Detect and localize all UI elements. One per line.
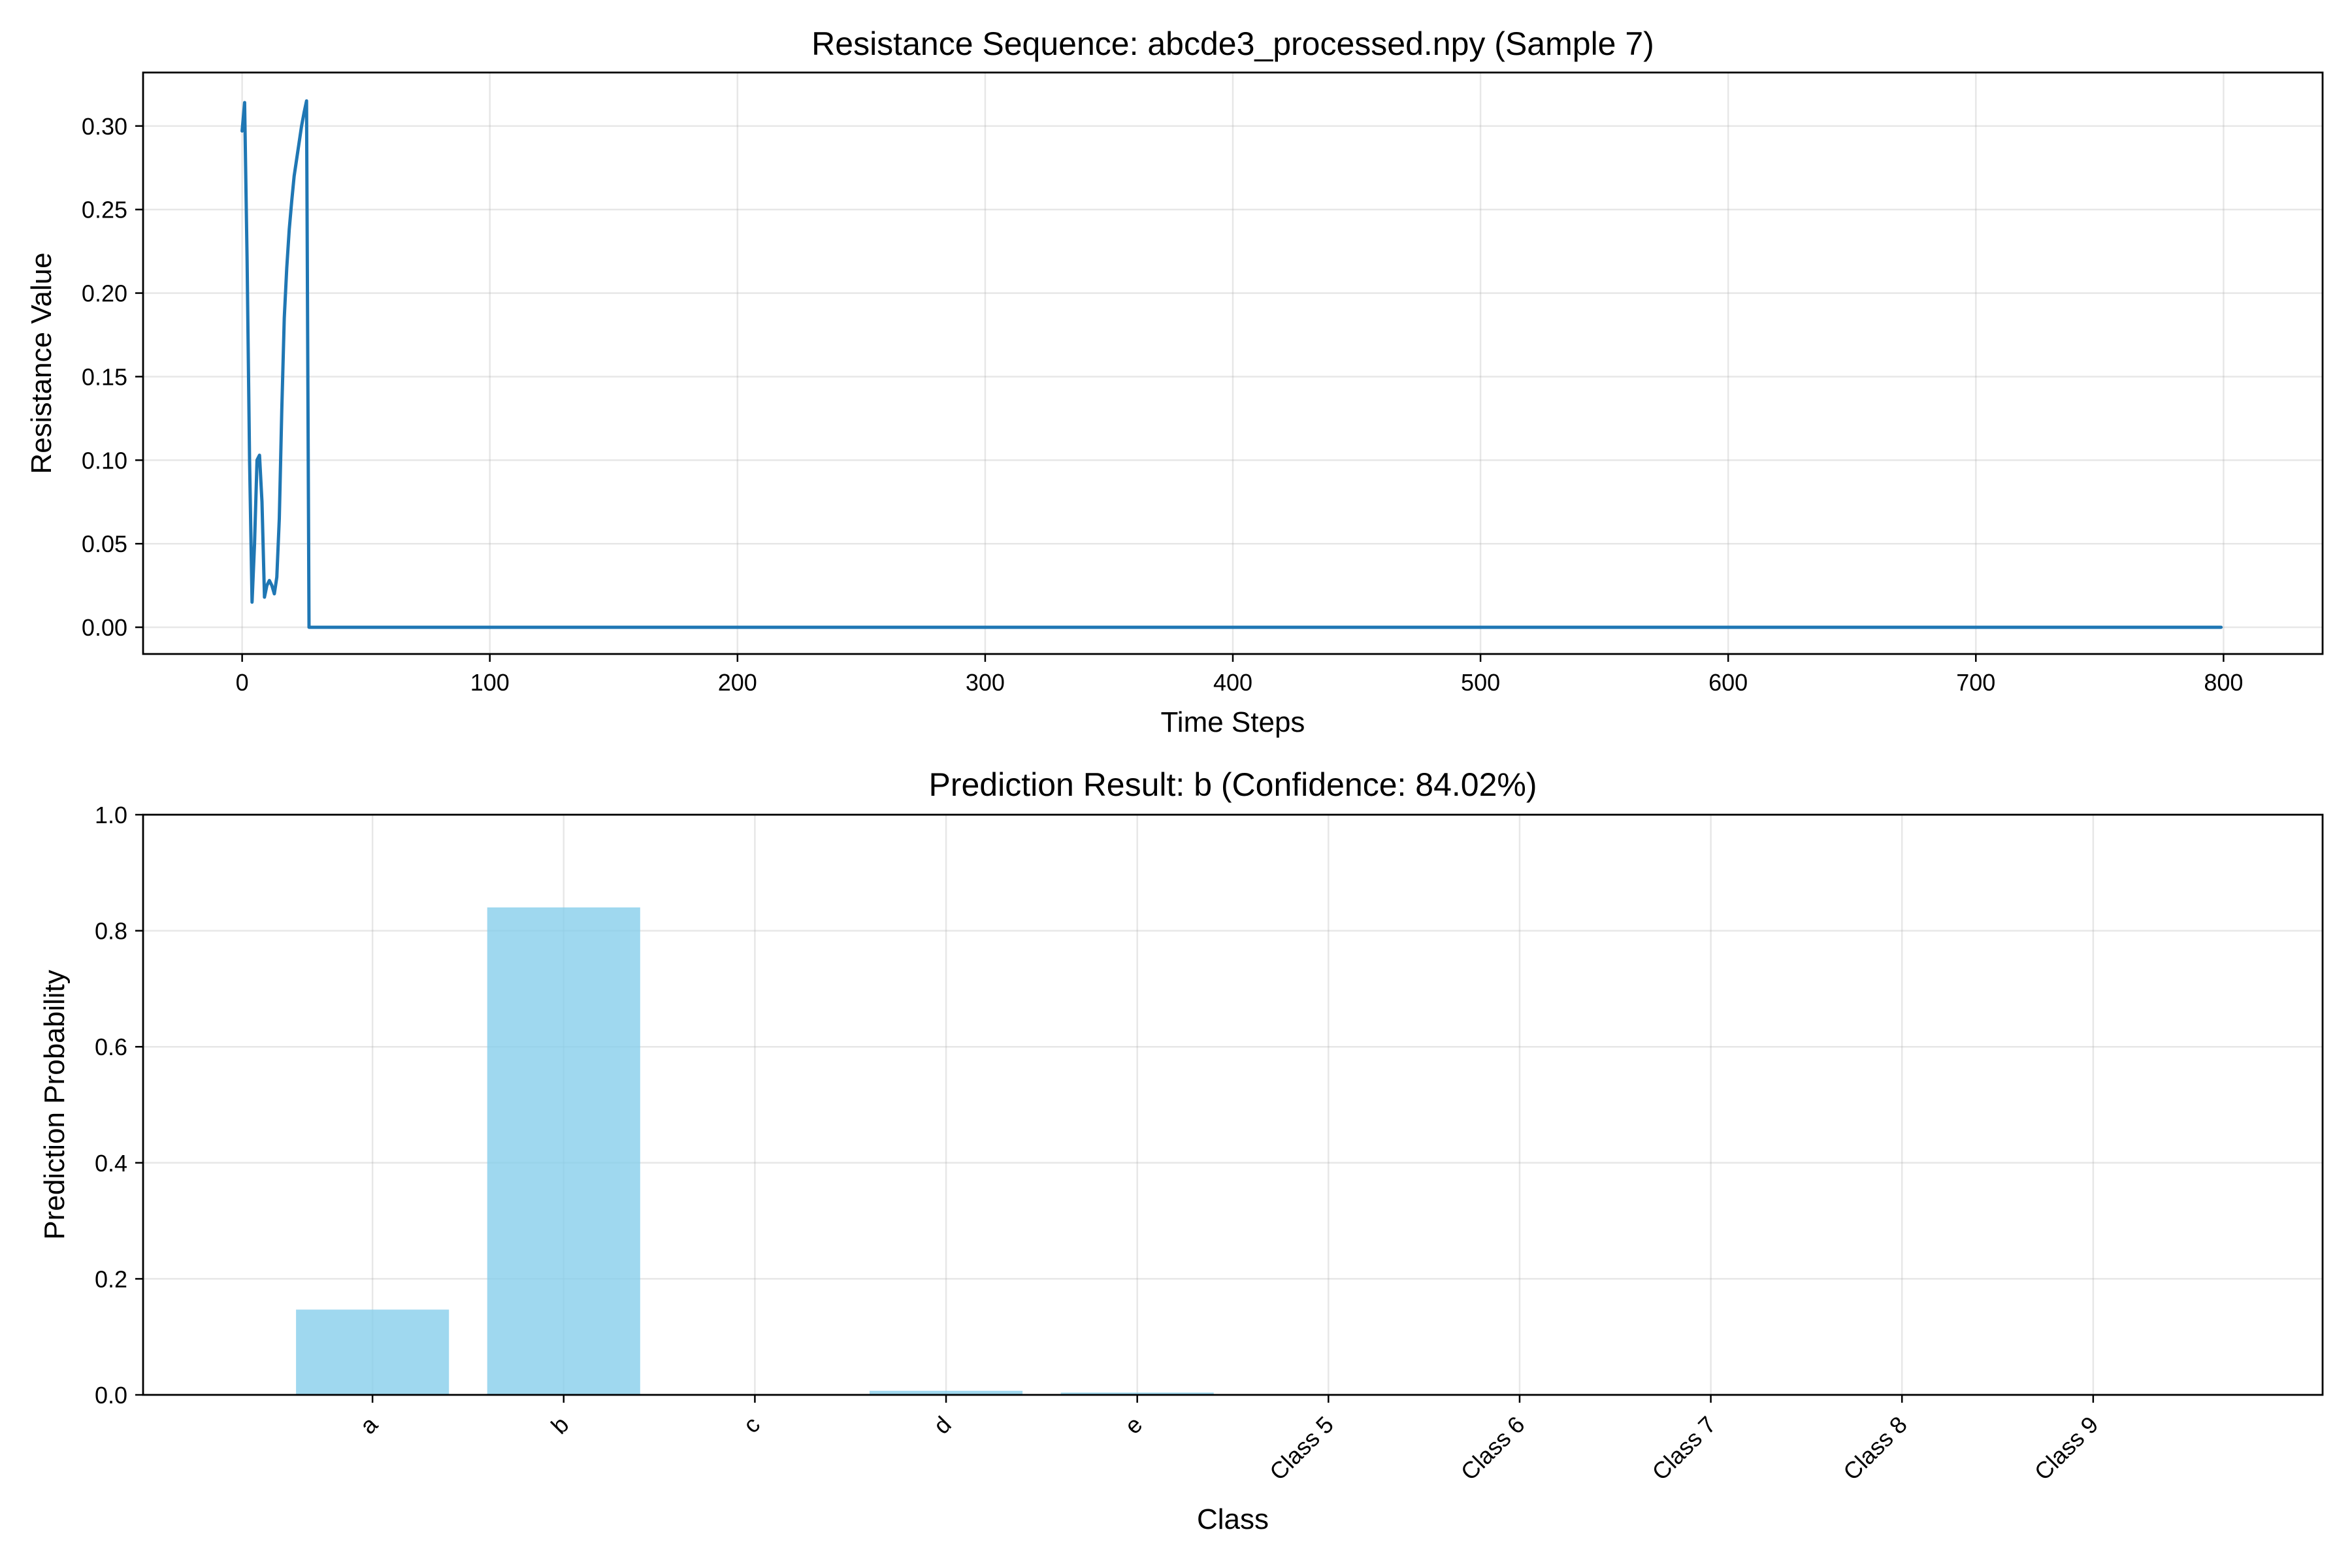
line-chart-y-tick-label: 0.25 [82, 197, 127, 223]
bar-b [487, 907, 640, 1395]
bar-chart-title: Prediction Result: b (Confidence: 84.02%… [928, 766, 1537, 803]
line-chart-x-tick-label: 500 [1461, 669, 1500, 696]
line-chart-x-tick-label: 800 [2204, 669, 2243, 696]
line-chart-x-tick-label: 300 [966, 669, 1005, 696]
bar-e [1060, 1392, 1214, 1395]
bar-a [296, 1309, 449, 1395]
bar-chart-y-tick-label: 1.0 [95, 802, 127, 828]
bar-chart: Prediction Result: b (Confidence: 84.02%… [39, 766, 2324, 1535]
line-chart-x-tick-label: 400 [1213, 669, 1252, 696]
line-chart-x-tick-label: 100 [470, 669, 510, 696]
line-chart-y-tick-label: 0.00 [82, 614, 127, 641]
line-chart-series [240, 99, 2223, 629]
line-chart-y-axis-label: Resistance Value [25, 252, 57, 474]
line-chart-y-tick-label: 0.20 [82, 280, 127, 307]
line-chart-x-axis-label: Time Steps [1161, 706, 1305, 738]
bar-d [870, 1390, 1023, 1395]
line-chart: Resistance Sequence: abcde3_processed.np… [25, 25, 2324, 738]
line-chart-x-tick-label: 200 [718, 669, 757, 696]
line-chart-x-tick-label: 600 [1708, 669, 1748, 696]
line-chart-y-ticks: 0.00 0.05 0.10 0.15 0.20 0.25 0.30 [82, 113, 143, 641]
bar-chart-y-tick-label: 0.2 [95, 1266, 127, 1292]
bar-chart-bars [296, 907, 1214, 1395]
line-chart-y-tick-label: 0.30 [82, 113, 127, 140]
bar-chart-x-axis-label: Class [1197, 1503, 1269, 1535]
line-chart-x-tick-label: 0 [236, 669, 249, 696]
bar-chart-y-axis-label: Prediction Probability [39, 970, 71, 1239]
line-chart-series-line [240, 99, 2223, 629]
bar-chart-y-tick-label: 0.4 [95, 1150, 127, 1177]
bar-chart-frame [142, 813, 2324, 1396]
line-chart-x-ticks: 0 100 200 300 400 500 600 700 800 [236, 654, 2243, 696]
bar-chart-y-ticks: 0.0 0.2 0.4 0.6 0.8 1.0 [95, 802, 143, 1409]
line-chart-grid [143, 73, 2323, 654]
line-chart-x-tick-label: 700 [1956, 669, 1995, 696]
bar-chart-y-tick-label: 0.6 [95, 1034, 127, 1060]
bar-chart-y-tick-label: 0.0 [95, 1382, 127, 1409]
bar-chart-y-tick-label: 0.8 [95, 918, 127, 945]
line-chart-y-tick-label: 0.10 [82, 447, 127, 474]
line-chart-y-tick-label: 0.15 [82, 363, 127, 390]
line-chart-y-tick-label: 0.05 [82, 531, 127, 557]
line-chart-title: Resistance Sequence: abcde3_processed.np… [811, 25, 1654, 62]
